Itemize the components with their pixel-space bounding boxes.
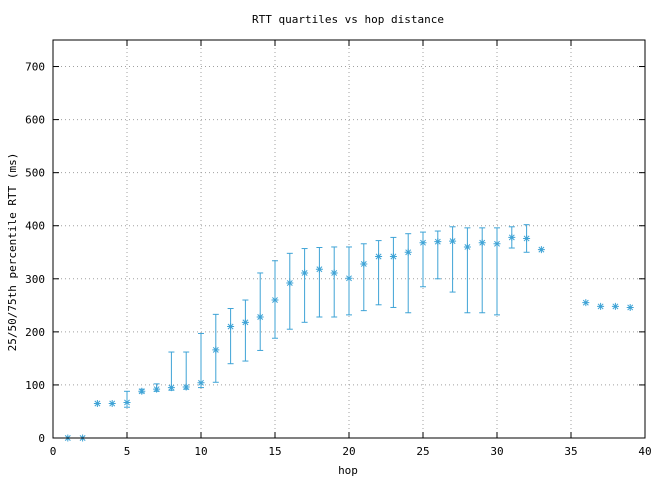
median-point xyxy=(301,269,309,277)
y-tick-label: 100 xyxy=(25,379,45,392)
plot-frame xyxy=(52,39,646,439)
x-tick-label: 0 xyxy=(50,445,57,458)
x-tick-label: 15 xyxy=(268,445,281,458)
median-point xyxy=(463,243,471,251)
median-point xyxy=(508,233,516,241)
y-tick-label: 700 xyxy=(25,61,45,74)
median-point xyxy=(389,253,397,261)
grid-layer xyxy=(53,40,645,438)
median-point xyxy=(449,237,457,245)
median-point xyxy=(434,238,442,246)
median-point xyxy=(345,274,353,282)
median-point xyxy=(315,265,323,273)
x-tick-label: 5 xyxy=(124,445,131,458)
x-tick-label: 10 xyxy=(194,445,207,458)
median-point xyxy=(271,296,279,304)
median-point xyxy=(523,234,531,242)
median-point xyxy=(330,269,338,277)
median-point xyxy=(227,323,235,331)
x-tick-label: 25 xyxy=(416,445,429,458)
median-point xyxy=(197,379,205,387)
y-axis-label: 25/50/75th percentile RTT (ms) xyxy=(6,153,19,352)
y-tick-label: 400 xyxy=(25,220,45,233)
x-axis-label: hop xyxy=(338,464,358,477)
y-tick-label: 600 xyxy=(25,114,45,127)
median-point xyxy=(241,318,249,326)
median-point xyxy=(478,239,486,247)
x-tick-label: 20 xyxy=(342,445,355,458)
median-point xyxy=(626,303,634,311)
chart-title: RTT quartiles vs hop distance xyxy=(252,13,444,26)
median-point xyxy=(360,260,368,268)
x-tick-label: 40 xyxy=(638,445,651,458)
median-point xyxy=(108,400,116,408)
y-tick-label: 0 xyxy=(38,432,45,445)
y-tick-label: 500 xyxy=(25,167,45,180)
x-tick-label: 35 xyxy=(564,445,577,458)
median-point xyxy=(582,299,590,307)
median-point xyxy=(212,346,220,354)
median-point xyxy=(493,240,501,248)
median-point xyxy=(138,387,146,395)
median-point xyxy=(611,302,619,310)
x-tick-label: 30 xyxy=(490,445,503,458)
median-point xyxy=(153,385,161,393)
y-tick-label: 300 xyxy=(25,273,45,286)
median-point xyxy=(93,400,101,408)
median-point xyxy=(597,302,605,310)
y-tick-label: 200 xyxy=(25,326,45,339)
median-point xyxy=(404,248,412,256)
median-point xyxy=(167,384,175,392)
median-point xyxy=(256,313,264,321)
median-point xyxy=(419,239,427,247)
median-point xyxy=(123,398,131,406)
median-point xyxy=(286,279,294,287)
median-point xyxy=(537,246,545,254)
series-layer xyxy=(64,224,634,442)
median-point xyxy=(182,383,190,391)
median-point xyxy=(375,253,383,261)
